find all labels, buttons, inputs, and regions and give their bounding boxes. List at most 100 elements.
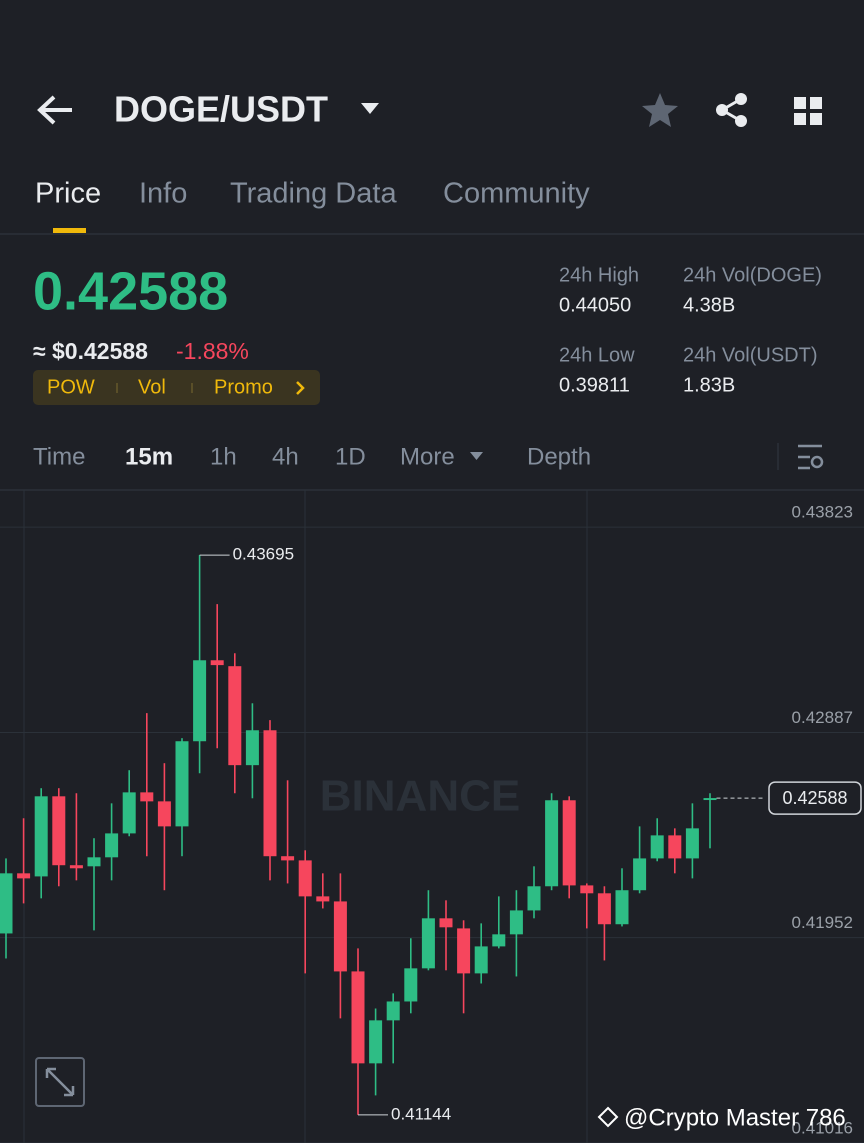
- candle-body: [351, 971, 365, 1064]
- more-arrow: [470, 452, 483, 460]
- fiat-price: ≈ $0.42588: [33, 338, 148, 364]
- overlay-text: @Crypto Master 786: [624, 1104, 846, 1131]
- tab[interactable]: Community: [443, 178, 590, 210]
- tag[interactable]: POW: [47, 376, 95, 398]
- stat-label: 24h High: [559, 264, 639, 286]
- timeframe[interactable]: 4h: [272, 443, 299, 470]
- candle-body: [703, 798, 717, 801]
- stat-label: 24h Vol(DOGE): [683, 264, 822, 286]
- tab[interactable]: Info: [139, 178, 187, 210]
- candle-body: [17, 873, 31, 879]
- chart-settings-icon[interactable]: [798, 444, 824, 470]
- back-button[interactable]: [37, 95, 72, 125]
- grid-cell: [794, 97, 806, 109]
- current-price-label: 0.42588: [782, 788, 847, 808]
- candle-body: [492, 934, 506, 947]
- candle-body: [175, 741, 189, 827]
- candle-body: [333, 901, 347, 972]
- back-icon: [37, 95, 72, 125]
- candle-body: [562, 800, 576, 886]
- candle-body: [298, 860, 312, 897]
- candle-body: [69, 865, 83, 869]
- candle-body: [193, 660, 207, 742]
- stat-label: 24h Vol(USDT): [683, 344, 818, 366]
- candle-body: [87, 857, 101, 867]
- stat-value: 0.44050: [559, 294, 631, 316]
- candle-body: [685, 828, 699, 859]
- tab[interactable]: Price: [35, 178, 101, 210]
- price-change: -1.88%: [176, 338, 249, 364]
- last-price: 0.42588: [33, 261, 228, 321]
- candle-body: [597, 893, 611, 925]
- expand-icon: [45, 1067, 75, 1097]
- candle-body: [52, 796, 66, 866]
- y-tick-label: 0.43823: [792, 503, 853, 522]
- expand-button[interactable]: [35, 1057, 85, 1107]
- candle-body: [509, 910, 523, 935]
- tab-indicator: [53, 228, 86, 233]
- stat-value: 4.38B: [683, 294, 735, 316]
- grid-cell: [794, 113, 806, 125]
- timeframe[interactable]: 15m: [125, 443, 173, 470]
- timeframe[interactable]: More: [400, 443, 455, 470]
- timeframe[interactable]: Time: [33, 443, 85, 470]
- settings-gear: [810, 455, 824, 469]
- candle-body: [404, 968, 418, 1002]
- grid-menu-icon[interactable]: [794, 97, 822, 125]
- low-label: 0.41144: [391, 1104, 451, 1123]
- share-lines: [721, 97, 742, 123]
- favorite-icon[interactable]: [642, 93, 678, 127]
- candle-body: [457, 928, 471, 974]
- timeframe[interactable]: 1h: [210, 443, 237, 470]
- candle-body: [210, 660, 224, 666]
- settings-lines: [798, 444, 822, 470]
- stat-label: 24h Low: [559, 344, 635, 366]
- price-box: [768, 781, 862, 815]
- candle-body: [245, 730, 259, 766]
- pair-title[interactable]: DOGE/USDT: [114, 89, 328, 130]
- candlestick-chart: BINANCE 0.41016 0.41952 0.42887 0.43823 0.43…: [0, 490, 864, 1143]
- y-tick-label: 0.41952: [792, 913, 853, 932]
- candle-body: [474, 946, 488, 974]
- timeframe[interactable]: 1D: [335, 443, 366, 470]
- candle-body: [157, 801, 171, 827]
- tab[interactable]: Trading Data: [230, 178, 397, 210]
- candle-body: [140, 792, 154, 802]
- candle-body: [439, 918, 453, 928]
- grid-cell: [810, 97, 822, 109]
- share-icon[interactable]: [716, 93, 747, 127]
- candle-body: [281, 856, 295, 861]
- tag-bar[interactable]: [33, 370, 320, 405]
- candle-body: [369, 1020, 383, 1064]
- high-label: 0.43695: [233, 545, 294, 564]
- candle-body: [580, 885, 594, 894]
- candle-body: [615, 890, 629, 925]
- candle-body: [668, 835, 682, 859]
- overlay-logo: [597, 1106, 619, 1128]
- candle-body: [316, 896, 330, 902]
- candle-body: [386, 1001, 400, 1021]
- candle-body: [263, 730, 277, 857]
- grid-cell: [810, 113, 822, 125]
- timeframe[interactable]: Depth: [527, 443, 591, 470]
- candle-body: [633, 858, 647, 891]
- candle-body: [545, 800, 559, 887]
- tag-arrow: [296, 381, 305, 395]
- dropdown-icon[interactable]: [361, 103, 379, 114]
- y-tick-label: 0.41016: [792, 1118, 853, 1137]
- tag[interactable]: Promo: [214, 376, 273, 398]
- candle-body: [527, 886, 541, 911]
- y-tick-label: 0.42887: [792, 708, 853, 727]
- tag[interactable]: Vol: [138, 376, 166, 398]
- watermark: BINANCE: [320, 772, 520, 821]
- candle-body: [0, 873, 13, 934]
- candle-body: [34, 796, 48, 877]
- candle-body: [122, 792, 136, 834]
- stat-value: 1.83B: [683, 374, 735, 396]
- candle-body: [650, 835, 664, 859]
- candle-body: [421, 918, 435, 969]
- candle-body: [228, 666, 242, 766]
- candle-body: [105, 833, 119, 858]
